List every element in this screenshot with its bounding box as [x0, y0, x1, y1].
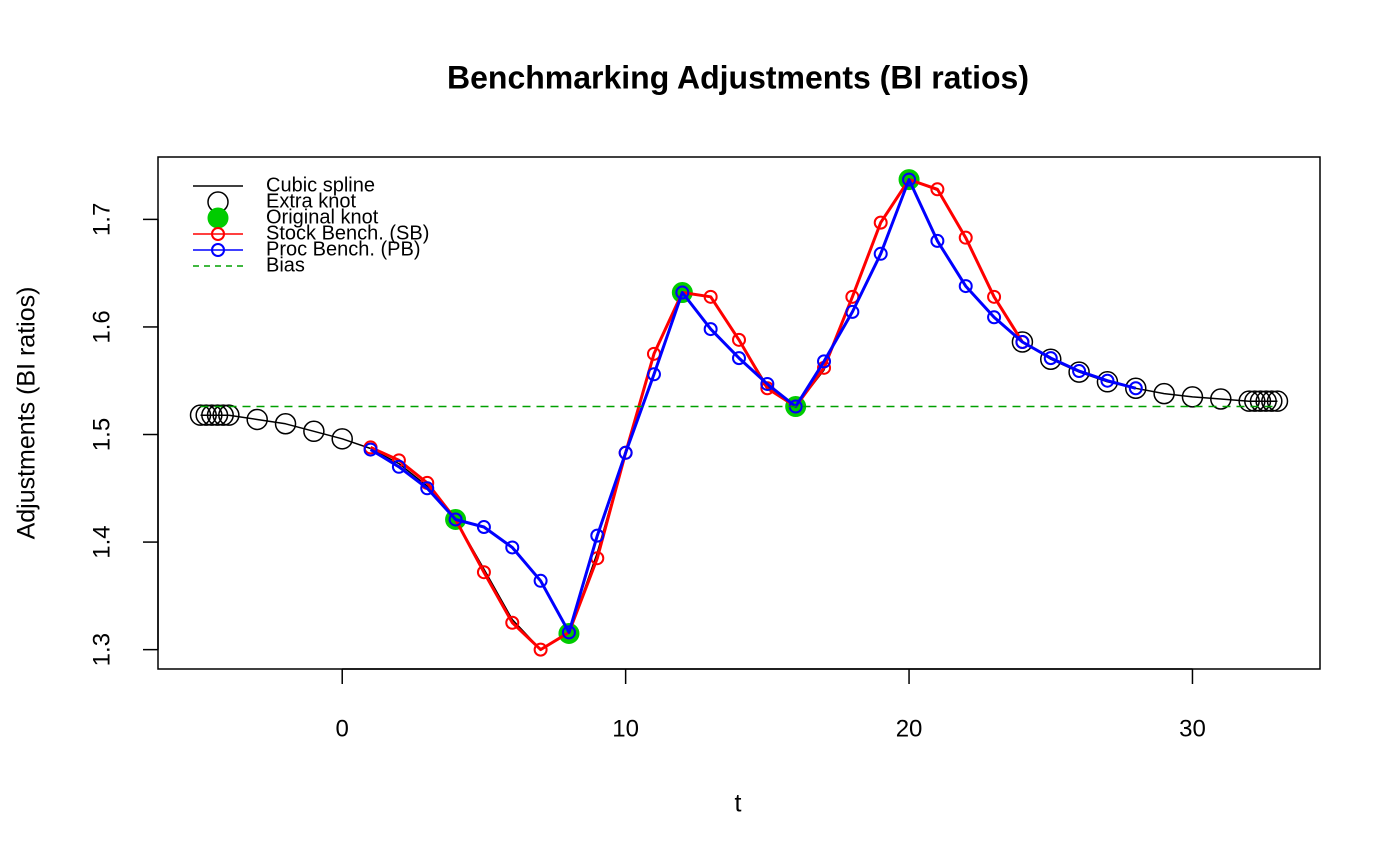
point [902, 172, 917, 187]
extra-knot [274, 413, 297, 435]
point [873, 246, 888, 261]
point [1100, 373, 1115, 388]
point [391, 459, 406, 474]
point [873, 215, 888, 230]
extra-knot [1255, 390, 1277, 412]
y-tick-label: 1.3 [88, 633, 115, 666]
extra-knot [212, 404, 234, 426]
point [448, 512, 463, 527]
extra-knot [1238, 390, 1260, 412]
x-tick-label: 20 [896, 715, 923, 742]
legend-label: Proc Bench. (PB) [266, 238, 421, 260]
point [987, 310, 1002, 325]
legend-label: Original knot [266, 206, 379, 228]
legend-label: Cubic spline [266, 174, 375, 196]
point [703, 289, 718, 304]
legend-label: Bias [266, 254, 305, 276]
point [958, 230, 973, 245]
x-tick-label: 30 [1179, 715, 1206, 742]
point [505, 540, 520, 555]
point [845, 304, 860, 319]
extra-knot [1249, 390, 1272, 412]
point [561, 625, 576, 640]
extra-knot [1244, 390, 1266, 412]
y-tick-label: 1.4 [88, 525, 115, 558]
point [732, 332, 746, 347]
y-axis-label: Adjustments (BI ratios) [13, 287, 41, 540]
extra-knot [1210, 388, 1232, 410]
extra-knot [1181, 386, 1204, 408]
extra-knot [1040, 348, 1062, 370]
extra-knot [189, 404, 212, 426]
point [505, 615, 520, 630]
series-line [369, 178, 1137, 634]
extra-knot [206, 404, 229, 426]
extra-knot [303, 420, 325, 443]
legend-marker [211, 227, 225, 241]
extra-knot [1125, 377, 1147, 400]
point [1043, 351, 1058, 366]
extra-knot [1261, 390, 1283, 412]
point [817, 354, 832, 369]
extra-knot [195, 404, 217, 426]
extra-knot [201, 404, 223, 426]
point [363, 442, 378, 457]
extra-knot [218, 404, 240, 426]
point [590, 528, 605, 543]
legend-label: Extra knot [266, 190, 356, 212]
point [732, 351, 746, 366]
point [646, 367, 661, 382]
x-axis-label: t [735, 790, 742, 818]
legend-marker [207, 207, 229, 229]
point [618, 445, 633, 460]
point [675, 285, 690, 300]
extra-knot [246, 408, 268, 431]
extra-knot [1096, 371, 1119, 393]
point [1015, 335, 1030, 350]
point [958, 279, 973, 294]
point [1072, 364, 1087, 379]
point [476, 520, 491, 535]
extra-knot [331, 428, 353, 450]
point [420, 481, 435, 496]
y-tick-label: 1.6 [88, 310, 115, 343]
x-tick-label: 10 [612, 715, 639, 742]
extra-knot [1068, 361, 1090, 383]
point [1128, 381, 1143, 396]
point [703, 322, 718, 337]
point [476, 565, 491, 580]
legend-label: Stock Bench. (SB) [266, 222, 429, 244]
y-tick-label: 1.5 [88, 418, 115, 451]
y-tick-label: 1.7 [88, 203, 115, 236]
series-line [369, 178, 1024, 652]
point [987, 289, 1002, 304]
x-tick-label: 0 [336, 715, 349, 742]
legend-marker [211, 243, 225, 257]
point [533, 642, 548, 657]
point [930, 182, 945, 197]
point [760, 376, 775, 391]
extra-knot [1266, 390, 1289, 412]
extra-knot [1011, 331, 1034, 353]
point [533, 573, 548, 588]
extra-knot [1153, 382, 1175, 405]
chart-title: Benchmarking Adjustments (BI ratios) [447, 59, 1029, 95]
point [930, 233, 945, 248]
